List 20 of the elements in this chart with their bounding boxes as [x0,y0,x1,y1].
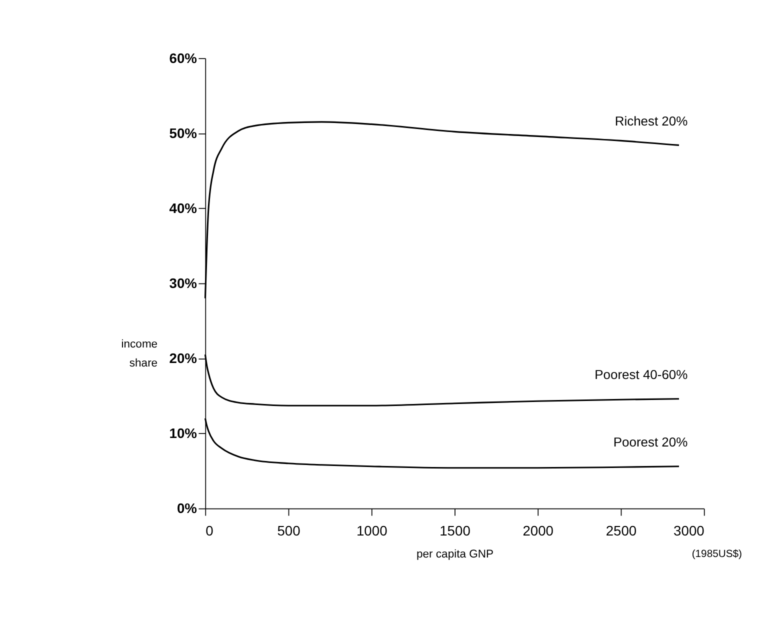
y-tick-label: 0% [176,500,197,516]
y-axis-title: income share [121,338,158,370]
series-label: Poorest 20% [613,434,688,450]
y-tick-label: 50% [169,124,197,141]
y-tick-label: 20% [169,350,197,366]
y-tick-label: 60% [169,50,197,66]
x-tick-label: 500 [277,522,301,539]
x-tick-label: 1500 [440,522,471,539]
y-tick-label: 10% [169,425,197,442]
x-tick-label: 3000 [674,522,705,539]
y-tick-label: 40% [169,200,197,216]
x-tick-label: 2000 [522,522,554,539]
series-label: Poorest 40-60% [594,366,688,382]
text: (1985US$) [692,548,742,560]
x-axis-title: per capita GNP [416,548,494,560]
x-tick-label: 2500 [606,522,637,539]
series-label: Richest 20% [614,113,688,128]
x-tick-label: 1000 [356,522,388,539]
y-tick-label: 30% [169,275,197,292]
x-tick-label: 0 [206,522,214,539]
